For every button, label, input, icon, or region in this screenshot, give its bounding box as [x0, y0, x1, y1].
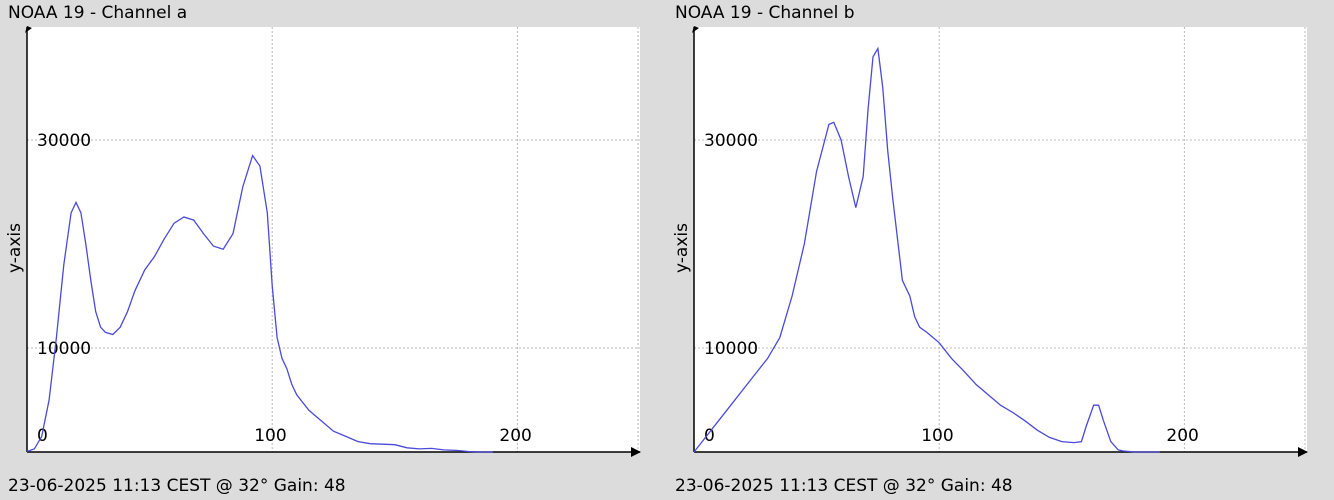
- chart-footer-channel-b: 23-06-2025 11:13 CEST @ 32° Gain: 48: [675, 476, 1013, 496]
- y-axis-label: y-axis: [672, 223, 692, 273]
- y-axis-arrow: [25, 26, 32, 33]
- x-axis-arrow: [1298, 447, 1308, 457]
- x-tick-label: 200: [1166, 426, 1198, 446]
- chart-title-channel-a: NOAA 19 - Channel a: [8, 3, 188, 23]
- y-tick-label: 30000: [704, 131, 758, 151]
- chart-title-channel-b: NOAA 19 - Channel b: [675, 3, 855, 23]
- y-axis-arrow: [692, 26, 699, 33]
- series-line: [693, 46, 1160, 453]
- chart-footer-channel-a: 23-06-2025 11:13 CEST @ 32° Gain: 48: [8, 476, 346, 496]
- x-tick-label: 200: [499, 426, 531, 446]
- x-tick-label: 100: [921, 426, 953, 446]
- plot-area: [694, 27, 1307, 452]
- x-tick-label: 0: [704, 426, 715, 446]
- x-axis-arrow: [631, 447, 641, 457]
- plot-area: [27, 27, 640, 452]
- series-line: [26, 154, 493, 453]
- chart-panel-channel-b: 0 100 200 10000 30000 y-axis NOAA 19 - Channe…: [667, 0, 1334, 500]
- y-tick-label: 10000: [704, 339, 758, 359]
- plot-svg-channel-b: 0 100 200 10000 30000 y-axis: [672, 26, 1308, 457]
- y-axis-label: y-axis: [5, 223, 25, 273]
- y-tick-label: 30000: [37, 131, 91, 151]
- x-tick-label: 100: [254, 426, 286, 446]
- y-tick-label: 10000: [37, 339, 91, 359]
- chart-panel-channel-a: 0 100 200 10000 30000 y-axis NOAA 19 - Channe…: [5, 3, 641, 496]
